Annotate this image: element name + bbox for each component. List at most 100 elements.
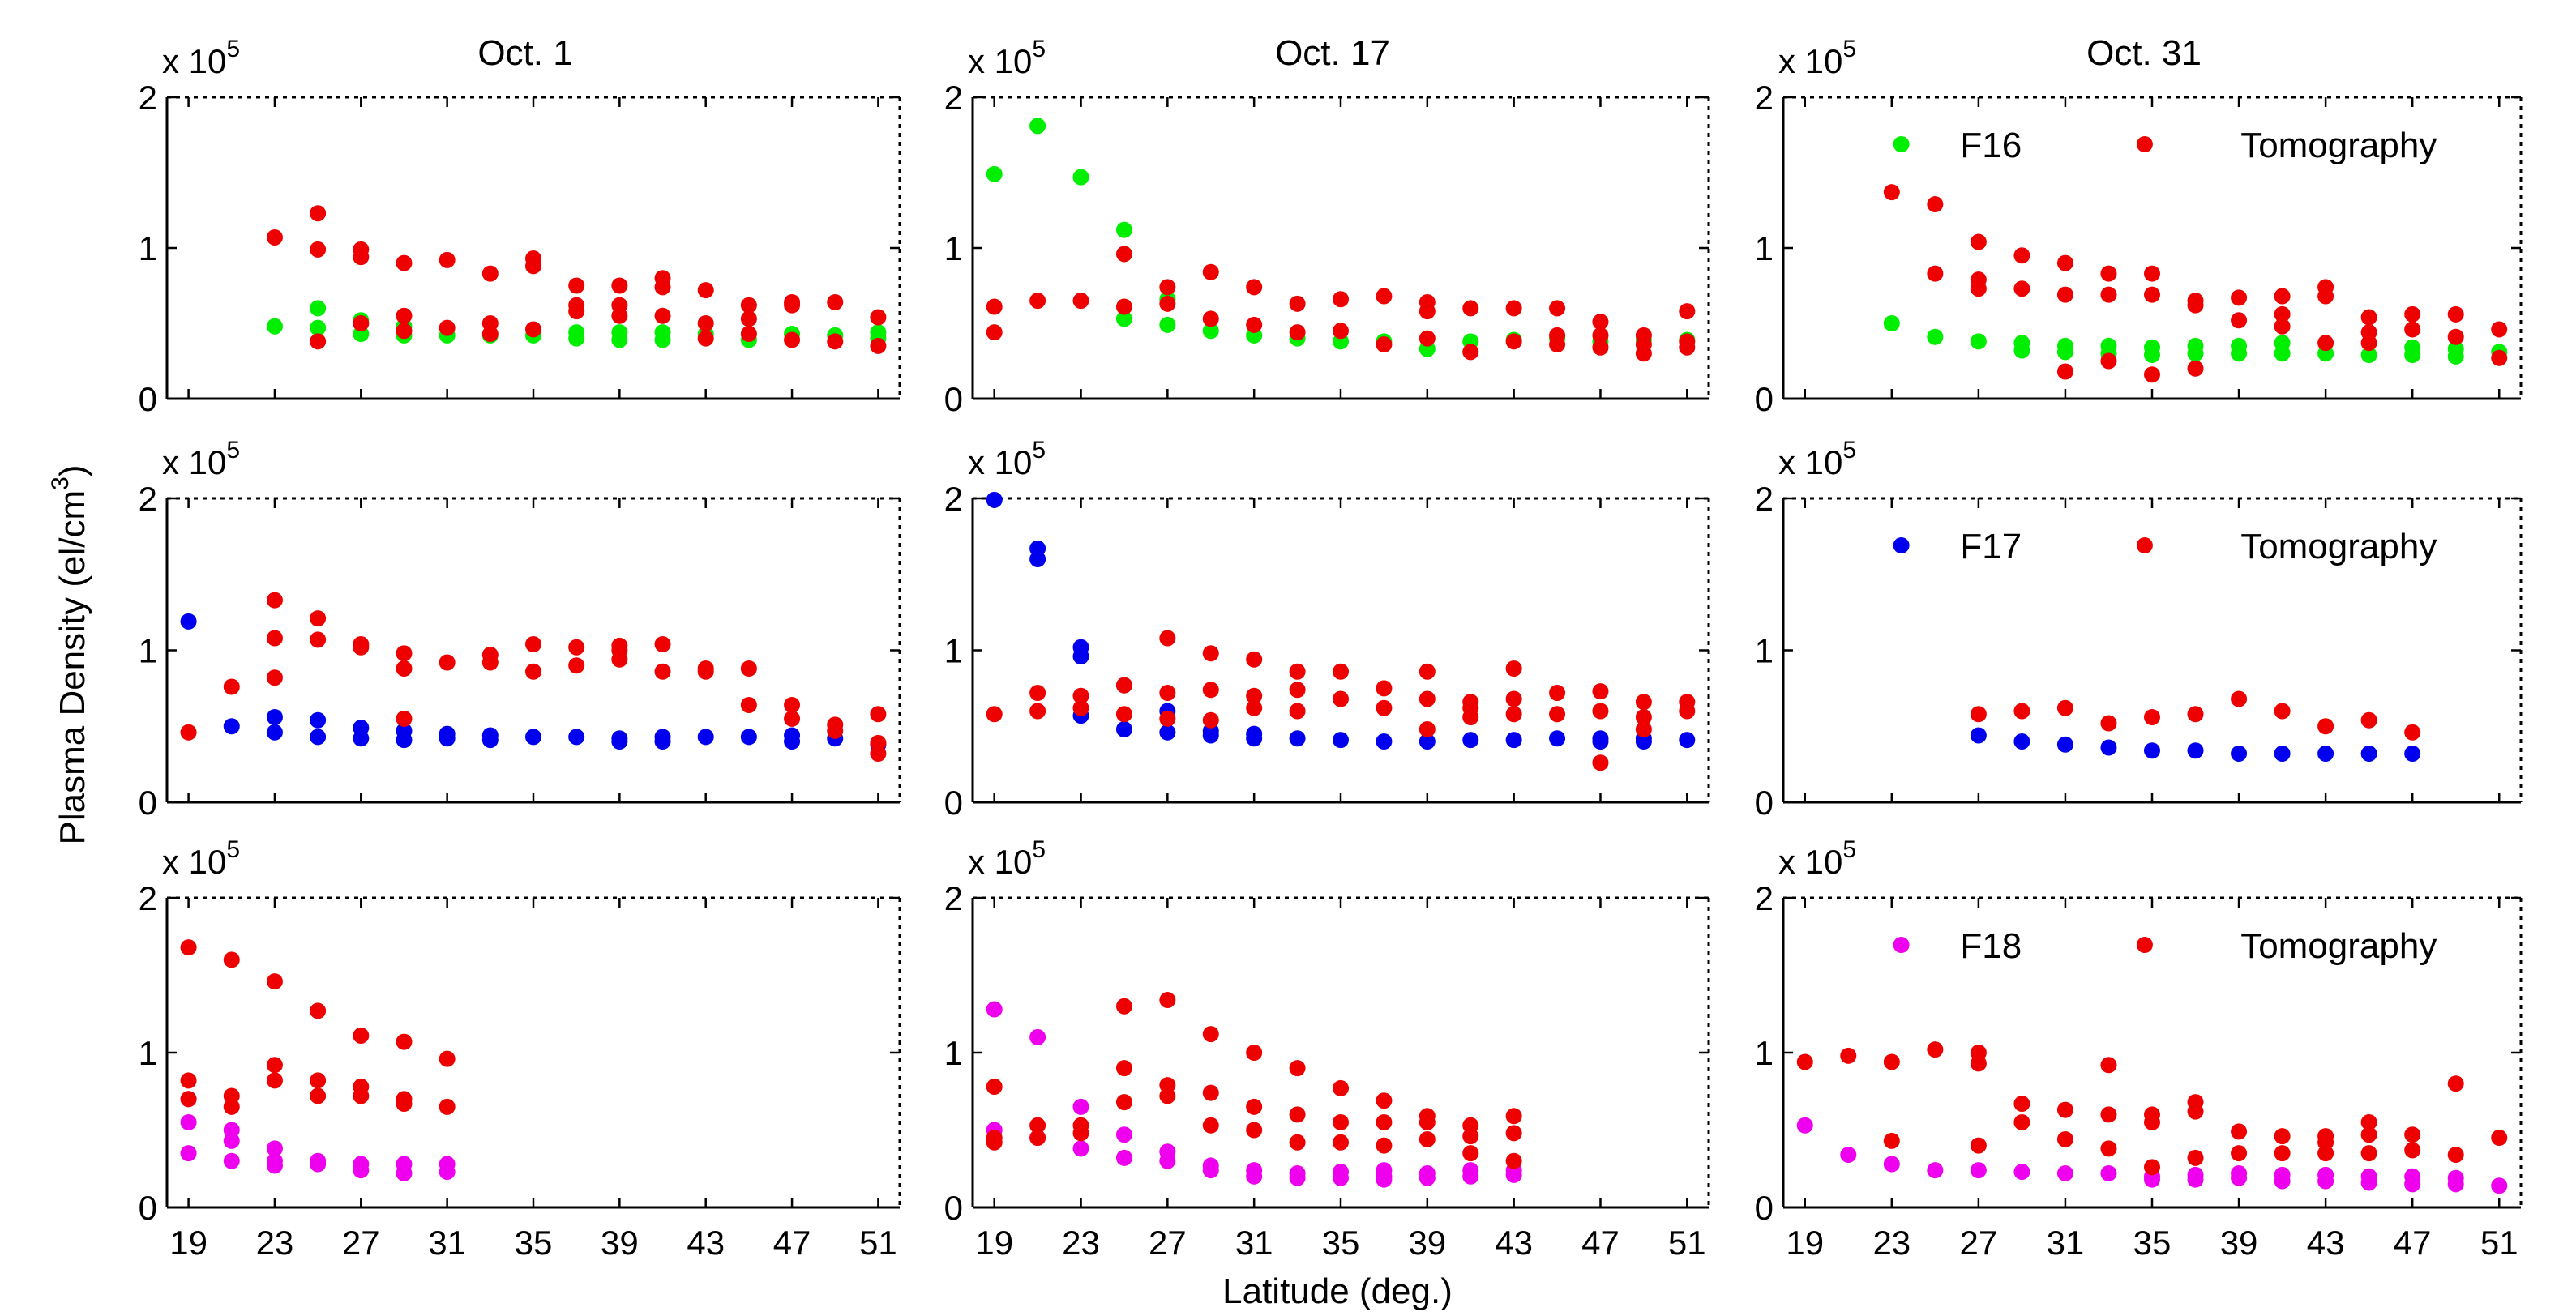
panel-r1c2-scale-label: x 105: [1778, 437, 1856, 481]
panel-r1c1-series1-point: [1159, 710, 1176, 727]
panel-r2c1-series1-point: [1115, 1094, 1132, 1111]
panel-r2c1-series0-point: [1419, 1169, 1436, 1186]
panel-r2c2: 19 23 27 31 35 39 43 47 51 0 1 2x 105 F18 Tomography: [1755, 836, 2523, 1262]
panel-r0c2-series1-point: [1883, 184, 1900, 201]
panel-r2c2-series1-point: [1883, 1132, 1900, 1149]
panel-r1c1-y-tick-label: 2: [944, 480, 963, 518]
panel-r2c2-series0-point: [2404, 1176, 2421, 1193]
y-axis-label: Plasma Density (el/cm3): [47, 464, 92, 844]
panel-r2c0-x-tick-label: 43: [687, 1224, 725, 1262]
panel-r2c0-series1-point: [223, 951, 240, 968]
panel-r1c0-series0-point: [180, 613, 197, 630]
panel-r2c1-x-tick-label: 43: [1495, 1224, 1533, 1262]
panel-r1c1-series1-point: [1246, 651, 1263, 668]
panel-r1c1-series1-point: [1289, 663, 1306, 680]
panel-r0c1-series1-point: [1246, 279, 1263, 296]
panel-r2c0-series1-point: [310, 1002, 327, 1019]
panel-r1c1-series1-point: [1505, 690, 1522, 707]
panel-r0c0-series1-point: [525, 321, 541, 338]
panel-r0c2-series1-point: [2144, 286, 2160, 303]
panel-r2c1-series0-point: [1072, 1098, 1089, 1115]
panel-r1c0-series0-point: [784, 733, 801, 750]
panel-r1c0-scale-base: x 10: [162, 443, 226, 481]
panel-r0c1-series1-point: [1029, 293, 1046, 310]
panel-r2c1-series0-point: [1505, 1166, 1522, 1183]
panel-r2c1-series1-point: [1289, 1134, 1306, 1151]
panel-r0c1-series1-point: [1115, 298, 1132, 315]
panel-r0c2-series1-point: [2404, 321, 2421, 338]
panel-r2c2-series1-point: [2056, 1130, 2073, 1147]
panel-r1c1-series1-point: [1072, 699, 1089, 716]
panel-r0c0-series1-point: [568, 277, 585, 294]
panel-r0c0-series1-point: [740, 297, 757, 314]
panel-r1c0-series1-point: [266, 592, 283, 609]
panel-r2c1-series1-point: [1115, 998, 1132, 1015]
panel-r2c1-series0-point: [1159, 1152, 1176, 1169]
panel-r0c1-series0-point: [1029, 118, 1046, 135]
panel-r2c1-series1-point: [1202, 1084, 1219, 1101]
panel-r1c2-series0-point: [2231, 746, 2248, 762]
panel-r2c1-series0-point: [986, 1001, 1003, 1018]
panel-r1c1-series1-point: [1635, 721, 1652, 737]
panel-r1c2-series1-point: [2187, 706, 2204, 723]
panel-r0c0-series1-point: [396, 307, 413, 324]
panel-r0c1: 0 1 2x 105 Oct. 17: [944, 33, 1710, 418]
panel-r2c1-series1-point: [1505, 1125, 1522, 1142]
panel-r1c0-series1-point: [439, 654, 456, 671]
panel-r0c1-series1-point: [1333, 323, 1349, 340]
panel-r2c2-series1-point: [2231, 1123, 2248, 1140]
panel-r0c1-series1-point: [1592, 327, 1609, 344]
panel-r1c0-series0-point: [396, 732, 413, 749]
panel-r1c0-series0-point: [525, 728, 541, 746]
panel-r1c1-series0-point: [1246, 730, 1263, 747]
panel-r2c1-series0-point: [1202, 1162, 1219, 1179]
panel-r0c0-series1-point: [654, 307, 671, 324]
panel-r1c1-series0-point: [1679, 732, 1696, 749]
panel-r0c1-y-tick-label: 1: [944, 229, 963, 267]
panel-r2c1-series1-point: [1376, 1113, 1393, 1130]
panel-r1c2-series0-point: [1970, 727, 1987, 744]
panel-r2c1-x-tick-label: 27: [1149, 1224, 1187, 1262]
panel-r2c2-series1-point: [2274, 1128, 2291, 1145]
panel-r2c0-series1-point: [180, 1091, 197, 1108]
panel-r1c2-series1-point: [1970, 706, 1987, 723]
panel-r2c2-series0-point: [2187, 1171, 2204, 1188]
panel-r1c0-y-tick-label: 0: [139, 784, 157, 822]
panel-r0c0-series1-point: [353, 315, 370, 331]
panel-r0c1-series1-point: [1202, 263, 1219, 280]
panel-r2c2-series1-point: [2056, 1101, 2073, 1118]
panel-r0c1-series1-point: [1592, 339, 1609, 356]
panel-r2c0-y-tick-label: 2: [139, 879, 157, 917]
panel-r2c1-series1-point: [1115, 1060, 1132, 1077]
panel-r0c2-series1-point: [2013, 280, 2030, 297]
panel-r2c0-x-tick-label: 47: [773, 1224, 811, 1262]
panel-r0c2-series1-point: [2360, 335, 2377, 352]
panel-r2c2-series1-point: [1927, 1041, 1944, 1058]
panel-r2c0-series1-point: [439, 1050, 456, 1067]
panel-r1c1-series1-point: [1592, 703, 1609, 720]
panel-r0c0-series0-point: [310, 319, 327, 336]
panel-r1c0-series0-point: [611, 733, 628, 750]
panel-r2c0-series1-point: [439, 1098, 456, 1115]
panel-r2c2-legend-marker: [1893, 937, 1910, 953]
panel-r0c0-series1-point: [525, 258, 541, 275]
panel-r1c0-series1-point: [784, 710, 801, 727]
panel-r2c2-series0-point: [2144, 1171, 2160, 1188]
panel-r0c1-series1-point: [1679, 303, 1696, 320]
panel-r2c0-x-tick-label: 27: [342, 1224, 380, 1262]
panel-r0c1-series1-point: [1289, 295, 1306, 312]
panel-r1c1-series1-point: [1419, 721, 1436, 737]
panel-r1c2-series0-point: [2404, 746, 2421, 762]
panel-r1c0-series0-point: [568, 728, 585, 746]
panel-r2c2-legend-marker: [2136, 937, 2153, 953]
panel-r0c2-series1-point: [1970, 233, 1987, 250]
panel-r0c1-series1-point: [1376, 288, 1393, 305]
panel-r2c1-series1-point: [1159, 1087, 1176, 1104]
x-axis-label: Latitude (deg.): [1222, 1271, 1453, 1311]
panel-r1c1-series0-point: [1115, 721, 1132, 737]
panel-r1c1-series1-point: [1115, 677, 1132, 694]
panel-r1c1-series1-point: [1376, 680, 1393, 697]
panel-r0c1-series1-point: [1159, 295, 1176, 312]
panel-r2c2-series0-point: [2231, 1169, 2248, 1186]
panel-r2c1-series1-point: [1029, 1117, 1046, 1134]
